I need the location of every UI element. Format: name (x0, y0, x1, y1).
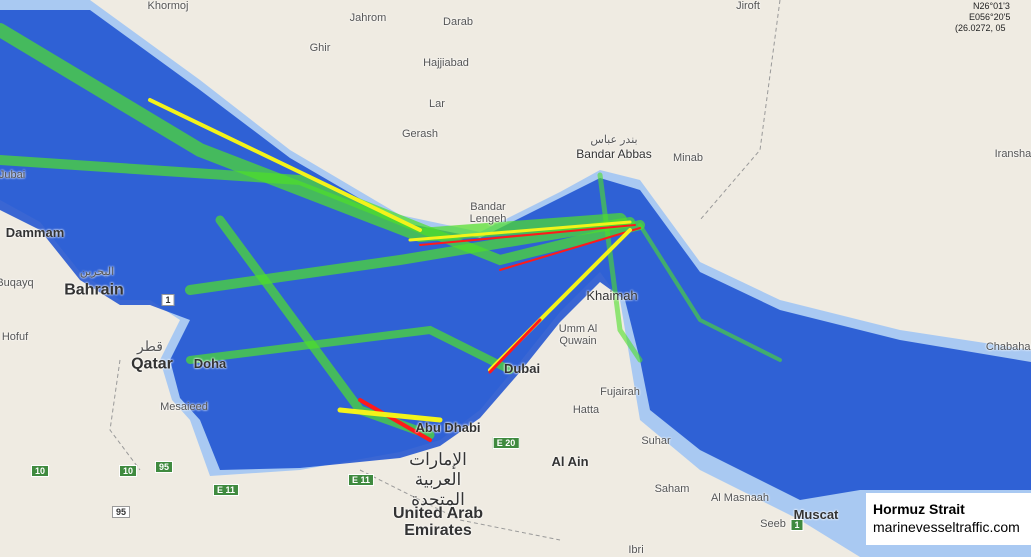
road-shield: E 11 (212, 484, 240, 496)
decimal-coordinates: (26.0272, 05 (955, 23, 1006, 33)
longitude: E056°20'5 (969, 12, 1011, 22)
city-label: Iranshah (994, 148, 1031, 160)
city-label: Bandar Abbas (576, 147, 652, 161)
city-label: Mesaieed (160, 401, 208, 413)
city-label: Al Masnaah (710, 492, 770, 504)
city-label: Khormoj (147, 0, 189, 12)
city-label: Abu Dhabi (415, 420, 481, 435)
city-label: Ghir (309, 42, 331, 54)
road-shield: E 20 (492, 437, 520, 449)
city-label: Hatta (572, 404, 600, 416)
road-shield: 10 (118, 465, 138, 477)
country-label: Qatar (131, 355, 173, 373)
city-label: Hofuf (1, 331, 29, 343)
city-label: Jubai (0, 169, 26, 181)
city-label: Al Ain (551, 454, 589, 469)
border-lines (109, 0, 781, 541)
map-caption: Hormuz Strait marinevesseltraffic.com (866, 493, 1031, 545)
city-label: Hajjiabad (423, 57, 469, 69)
city-label: Jiroft (736, 0, 760, 12)
latitude: N26°01'3 (973, 1, 1010, 11)
city-label: Fujairah (600, 386, 640, 398)
city-label: Dubai (503, 361, 541, 376)
city-label: Lar (429, 98, 445, 110)
city-label: Muscat (793, 507, 839, 522)
city-label: Doha (193, 356, 227, 371)
city-label: Minab (673, 152, 703, 164)
country-label: Bahrain (64, 281, 124, 299)
caption-site: marinevesseltraffic.com (873, 519, 1020, 535)
city-label: البحرين (79, 266, 115, 278)
coordinate-readout: N26°01'3 E056°20'5 (26.0272, 05 (951, 0, 1031, 35)
road-shield: 95 (111, 506, 131, 518)
road-shield: 10 (30, 465, 50, 477)
traffic-lanes (0, 23, 782, 442)
road-shield: 1 (790, 519, 804, 531)
caption-title: Hormuz Strait (873, 501, 965, 517)
city-label: بندر عباس (590, 134, 638, 146)
city-label: Gerash (401, 128, 439, 140)
city-label: Saham (654, 483, 690, 495)
city-label: Seeb (760, 518, 786, 530)
city-label: Jahrom (349, 12, 387, 24)
city-label: Dammam (5, 225, 65, 240)
city-label: Suhar (641, 435, 671, 447)
country-label: قطر (137, 338, 163, 354)
city-label: Chabahar (985, 341, 1031, 353)
road-shield: E 11 (347, 474, 375, 486)
city-label: Umm Al Quwain (558, 323, 598, 347)
city-label: Ibri (628, 544, 644, 556)
road-shield: 1 (161, 294, 175, 306)
city-label: Buqayq (0, 277, 34, 289)
city-label: Khaimah (586, 288, 638, 303)
country-label-arabic: الإمارات العربية المتحدة (409, 450, 467, 509)
country-label: United Arab Emirates (392, 505, 484, 539)
city-label: Darab (443, 16, 473, 28)
city-label: Bandar Lengeh (469, 201, 507, 225)
road-shield: 95 (154, 461, 174, 473)
